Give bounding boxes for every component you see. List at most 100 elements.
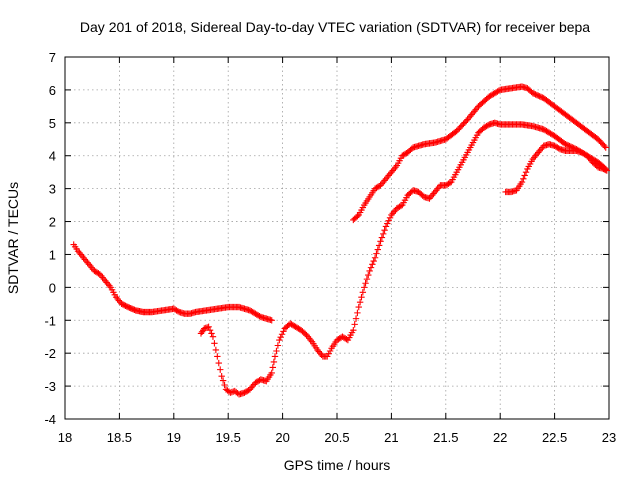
data-point [562, 141, 569, 148]
data-point [352, 315, 360, 322]
x-tick-label: 19 [167, 430, 181, 445]
data-point [397, 202, 405, 210]
y-tick-label: 2 [49, 215, 56, 230]
x-tick-label: 18.5 [107, 430, 132, 445]
data-point [495, 87, 503, 94]
data-point [214, 353, 221, 360]
data-point [219, 377, 227, 384]
data-point [354, 212, 361, 220]
data-point [533, 91, 541, 99]
data-point [356, 298, 364, 306]
data-point [209, 333, 217, 340]
data-point [457, 123, 464, 130]
data-point [206, 326, 214, 334]
data-point [351, 321, 358, 328]
y-tick-label: -2 [44, 346, 56, 361]
data-point [274, 342, 282, 349]
y-tick-label: 0 [49, 280, 56, 295]
data-point [358, 294, 365, 301]
series-arc-3 [350, 83, 609, 224]
chart-title: Day 201 of 2018, Sidereal Day-to-day VTE… [80, 19, 590, 35]
data-point [378, 234, 386, 241]
data-point [362, 280, 369, 287]
data-point [518, 178, 526, 186]
series-arc-1 [70, 241, 275, 324]
y-tick-label: 3 [49, 182, 56, 197]
data-point [386, 214, 394, 222]
data-point [563, 141, 571, 149]
data-point [273, 347, 280, 355]
data-point [355, 303, 362, 311]
data-point [522, 168, 530, 176]
data-point [256, 312, 263, 320]
grid [65, 57, 609, 419]
data-point [446, 179, 454, 187]
data-point [460, 120, 467, 128]
data-point [350, 326, 357, 334]
data-point [221, 381, 228, 389]
data-point [271, 353, 279, 360]
data-point [537, 93, 545, 101]
data-point [270, 358, 278, 366]
x-tick-label: 22 [493, 430, 507, 445]
data-point [535, 92, 542, 99]
x-tick-label: 21 [384, 430, 398, 445]
x-axis-label: GPS time / hours [284, 457, 391, 473]
data-point [531, 90, 538, 98]
data-point [174, 308, 182, 315]
data-point [565, 142, 572, 149]
y-tick-label: 4 [49, 149, 56, 164]
data-point [215, 359, 222, 367]
x-tick-label: 20.5 [324, 430, 349, 445]
data-point [276, 336, 283, 344]
data-point [354, 309, 361, 317]
x-tick-label: 22.5 [542, 430, 567, 445]
data-point [520, 175, 527, 182]
data-point [277, 333, 284, 341]
data-point [326, 347, 334, 355]
y-tick-label: -3 [44, 379, 56, 394]
x-tick-label: 18 [58, 430, 72, 445]
data-point [555, 145, 562, 152]
data-point [268, 317, 275, 324]
data-point [269, 364, 277, 371]
y-tick-label: -4 [44, 412, 56, 427]
data-point [458, 122, 466, 129]
data-point [359, 289, 367, 296]
data-point [217, 366, 224, 373]
data-point [365, 271, 372, 279]
y-tick-label: 5 [49, 116, 56, 131]
series-arc-2 [197, 119, 609, 398]
data-point [532, 91, 539, 98]
data-point [381, 226, 388, 234]
data-point [453, 127, 460, 135]
data-point [268, 369, 275, 377]
x-tick-label: 21.5 [433, 430, 458, 445]
y-axis-label: SDTVAR / TECUs [5, 182, 21, 294]
series-arc-4 [502, 141, 611, 196]
data-point [463, 117, 470, 125]
data-series [70, 83, 611, 398]
data-point [324, 353, 331, 360]
data-point [367, 264, 375, 271]
data-point [278, 331, 286, 338]
y-tick-label: 7 [49, 50, 56, 65]
y-tick-label: -1 [44, 313, 56, 328]
data-point [375, 242, 383, 249]
axis-ticks: 18 18.5 19 19.5 20 20.5 21 21.5 22 22.5 23-4-3-2-1… [44, 50, 616, 445]
data-point [361, 284, 368, 291]
data-point [218, 373, 225, 380]
data-point [370, 257, 377, 265]
data-point [301, 330, 309, 338]
data-point [377, 238, 384, 245]
y-tick-label: 6 [49, 83, 56, 98]
data-point [484, 122, 492, 129]
y-tick-label: 1 [49, 247, 56, 262]
data-point [385, 217, 392, 224]
data-point [280, 328, 287, 335]
data-point [454, 126, 462, 133]
data-point [371, 254, 379, 261]
data-point [603, 167, 611, 174]
data-point [536, 93, 543, 100]
data-point [208, 330, 215, 337]
